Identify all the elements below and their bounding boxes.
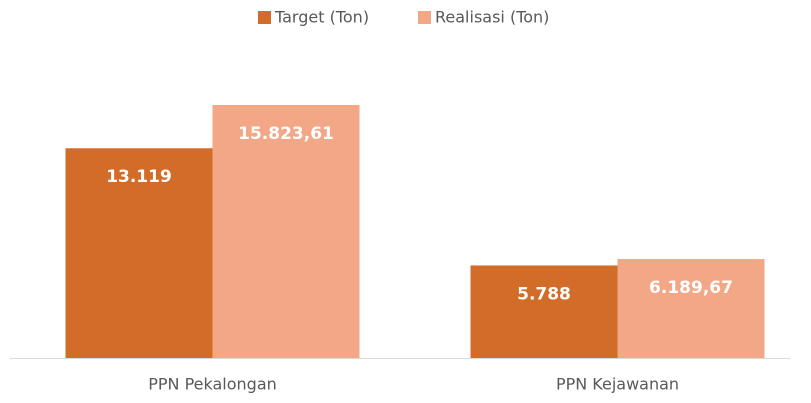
data-label: 6.189,67 <box>649 278 733 298</box>
legend-swatch <box>418 11 431 24</box>
bar <box>470 265 618 358</box>
bar <box>617 259 765 358</box>
bar <box>212 105 360 358</box>
legend-label: Realisasi (Ton) <box>435 8 549 27</box>
data-label: 15.823,61 <box>238 124 334 144</box>
legend-swatch <box>258 11 271 24</box>
data-label: 13.119 <box>106 167 172 187</box>
x-tick-label: PPN Kejawanan <box>556 375 679 394</box>
bar <box>65 148 213 358</box>
data-label: 5.788 <box>517 284 571 304</box>
legend-label: Target (Ton) <box>274 8 369 27</box>
x-tick-label: PPN Pekalongan <box>148 375 277 394</box>
